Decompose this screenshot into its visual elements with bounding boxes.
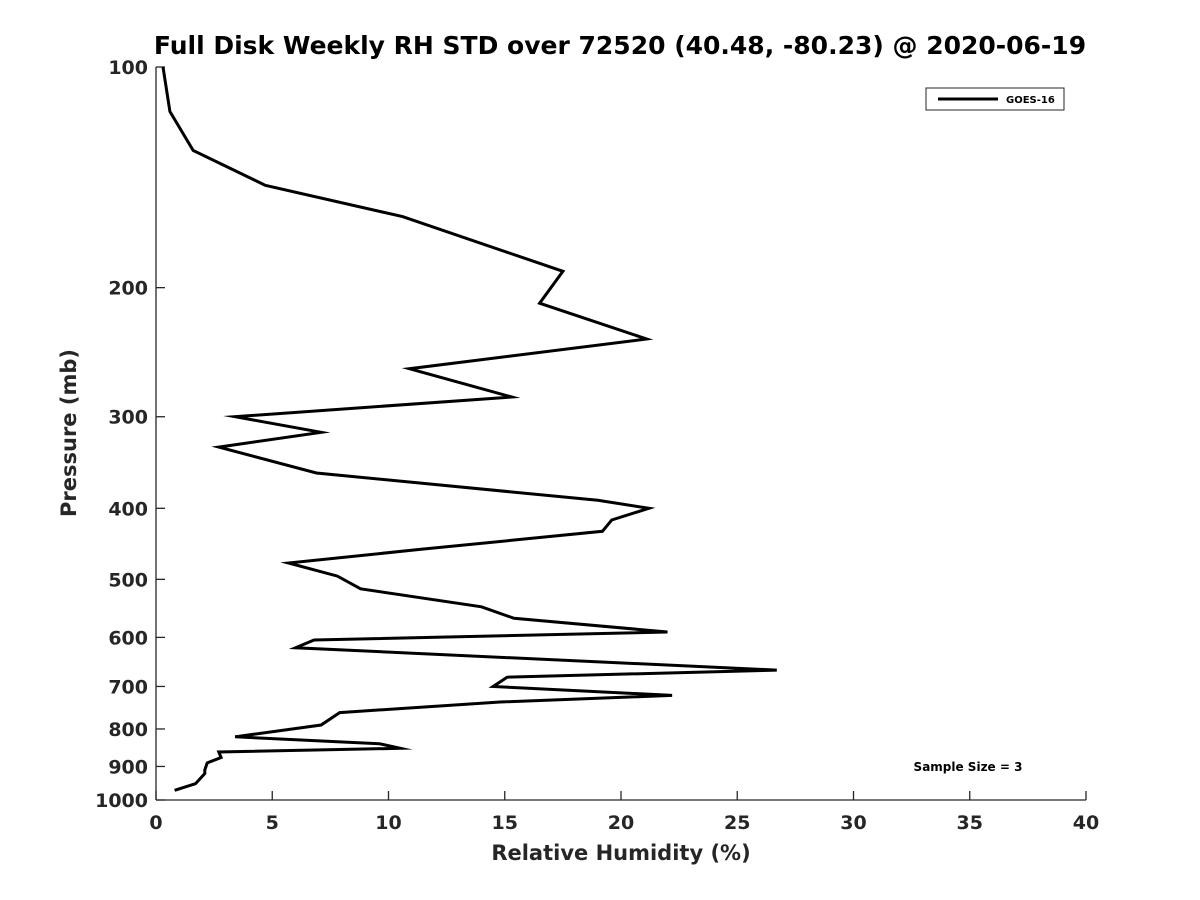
x-tick-label: 25 [724,812,750,834]
y-tick-label: 200 [108,278,148,300]
x-tick-label: 20 [608,812,634,834]
y-tick-label: 800 [108,719,148,741]
x-axis-label: Relative Humidity (%) [491,841,750,865]
y-tick-label: 600 [108,627,148,649]
series-line-goes-16 [161,66,777,792]
y-axis-ticks: 100 200 300 400 500 600 700 800 900 1000 [95,57,165,812]
legend: GOES-16 [925,87,1065,111]
y-tick-label: 700 [108,676,148,698]
x-tick-label: 15 [492,812,518,834]
x-tick-label: 10 [375,812,401,834]
y-axis-label: Pressure (mb) [57,349,81,517]
y-tick-label: 100 [108,57,148,79]
series-lines [161,66,777,792]
x-tick-label: 40 [1073,812,1099,834]
x-tick-label: 30 [840,812,866,834]
y-tick-label: 500 [108,569,148,591]
legend-label-goes-16: GOES-16 [1006,95,1055,106]
x-tick-label: 35 [957,812,983,834]
x-tick-label: 0 [149,812,162,834]
y-tick-label: 300 [108,407,148,429]
y-tick-label: 400 [108,498,148,520]
y-tick-label: 1000 [95,790,148,812]
sample-size-annotation: Sample Size = 3 [914,760,1023,774]
x-tick-label: 5 [266,812,279,834]
chart-title: Full Disk Weekly RH STD over 72520 (40.4… [154,31,1086,60]
x-axis-ticks: 0 5 10 15 20 25 30 35 40 [149,791,1099,834]
y-tick-label: 900 [108,756,148,778]
